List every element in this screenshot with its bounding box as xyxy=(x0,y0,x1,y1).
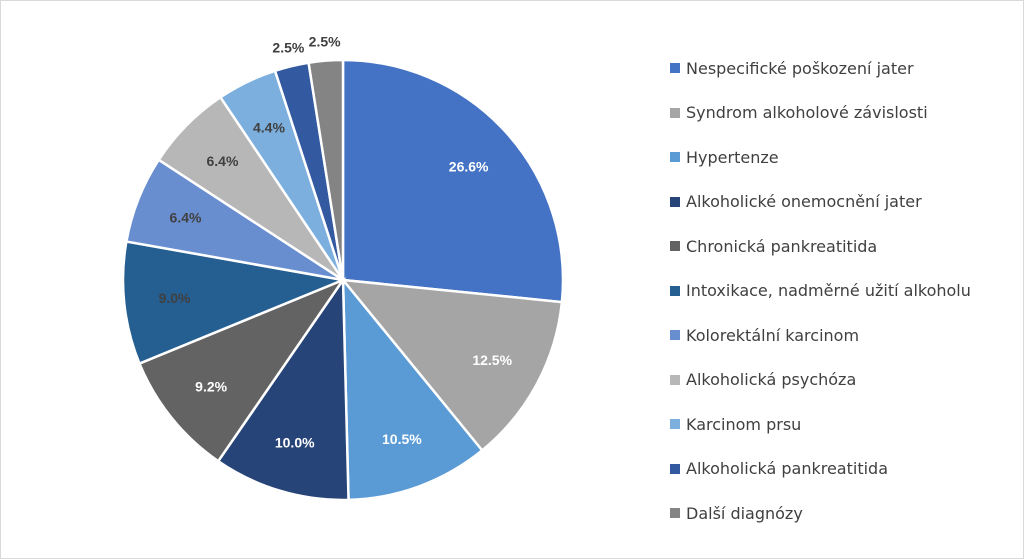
data-label: 4.4% xyxy=(253,120,285,136)
legend-item: Alkoholická psychóza xyxy=(670,358,971,403)
legend-item: Kolorektální karcinom xyxy=(670,313,971,358)
legend-swatch xyxy=(670,285,680,296)
legend-item: Intoxikace, nadměrné užití alkoholu xyxy=(670,269,971,314)
legend: Nespecifické poškození jater Syndrom alko… xyxy=(670,46,971,536)
data-label: 12.5% xyxy=(472,352,512,368)
legend-swatch xyxy=(670,63,680,74)
legend-item: Karcinom prsu xyxy=(670,402,971,447)
legend-swatch xyxy=(670,241,680,252)
data-label: 6.4% xyxy=(207,153,239,169)
data-label: 2.5% xyxy=(272,39,304,55)
data-label: 2.5% xyxy=(309,34,341,50)
legend-item: Alkoholická pankreatitida xyxy=(670,447,971,492)
legend-item: Alkoholické onemocnění jater xyxy=(670,180,971,225)
legend-label: Další diagnózy xyxy=(686,503,803,523)
legend-label: Intoxikace, nadměrné užití alkoholu xyxy=(686,281,971,301)
legend-label: Chronická pankreatitida xyxy=(686,236,878,256)
legend-label: Alkoholická pankreatitida xyxy=(686,459,889,479)
legend-label: Karcinom prsu xyxy=(686,414,802,434)
legend-swatch xyxy=(670,463,680,474)
legend-item: Syndrom alkoholové závislosti xyxy=(670,91,971,136)
legend-swatch xyxy=(670,419,680,430)
pie-slice xyxy=(121,240,348,366)
pie-slice xyxy=(341,58,565,304)
legend-swatch xyxy=(670,374,680,385)
data-label: 10.0% xyxy=(275,434,315,450)
data-label: 6.4% xyxy=(170,210,202,226)
legend-label: Kolorektální karcinom xyxy=(686,325,860,345)
legend-label: Alkoholická psychóza xyxy=(686,370,857,390)
legend-swatch xyxy=(670,508,680,519)
legend-label: Alkoholické onemocnění jater xyxy=(686,192,922,212)
legend-label: Nespecifické poškození jater xyxy=(686,58,914,78)
legend-swatch xyxy=(670,330,680,341)
legend-item: Hypertenze xyxy=(670,135,971,180)
legend-swatch xyxy=(670,196,680,207)
legend-label: Hypertenze xyxy=(686,147,779,167)
legend-swatch xyxy=(670,152,680,163)
pie-slice xyxy=(340,278,564,453)
pie-slice xyxy=(216,276,350,502)
pie-slice xyxy=(137,277,347,463)
legend-item: Chronická pankreatitida xyxy=(670,224,971,269)
data-label: 9.2% xyxy=(195,378,227,394)
data-label: 26.6% xyxy=(449,158,489,174)
legend-item: Nespecifické poškození jater xyxy=(670,46,971,91)
pie-slice xyxy=(341,276,484,502)
legend-item: Další diagnózy xyxy=(670,491,971,536)
pie-slice xyxy=(307,58,345,281)
data-label: 10.5% xyxy=(382,431,422,447)
legend-label: Syndrom alkoholové závislosti xyxy=(686,103,928,123)
legend-swatch xyxy=(670,107,680,118)
data-label: 9.0% xyxy=(159,290,191,306)
